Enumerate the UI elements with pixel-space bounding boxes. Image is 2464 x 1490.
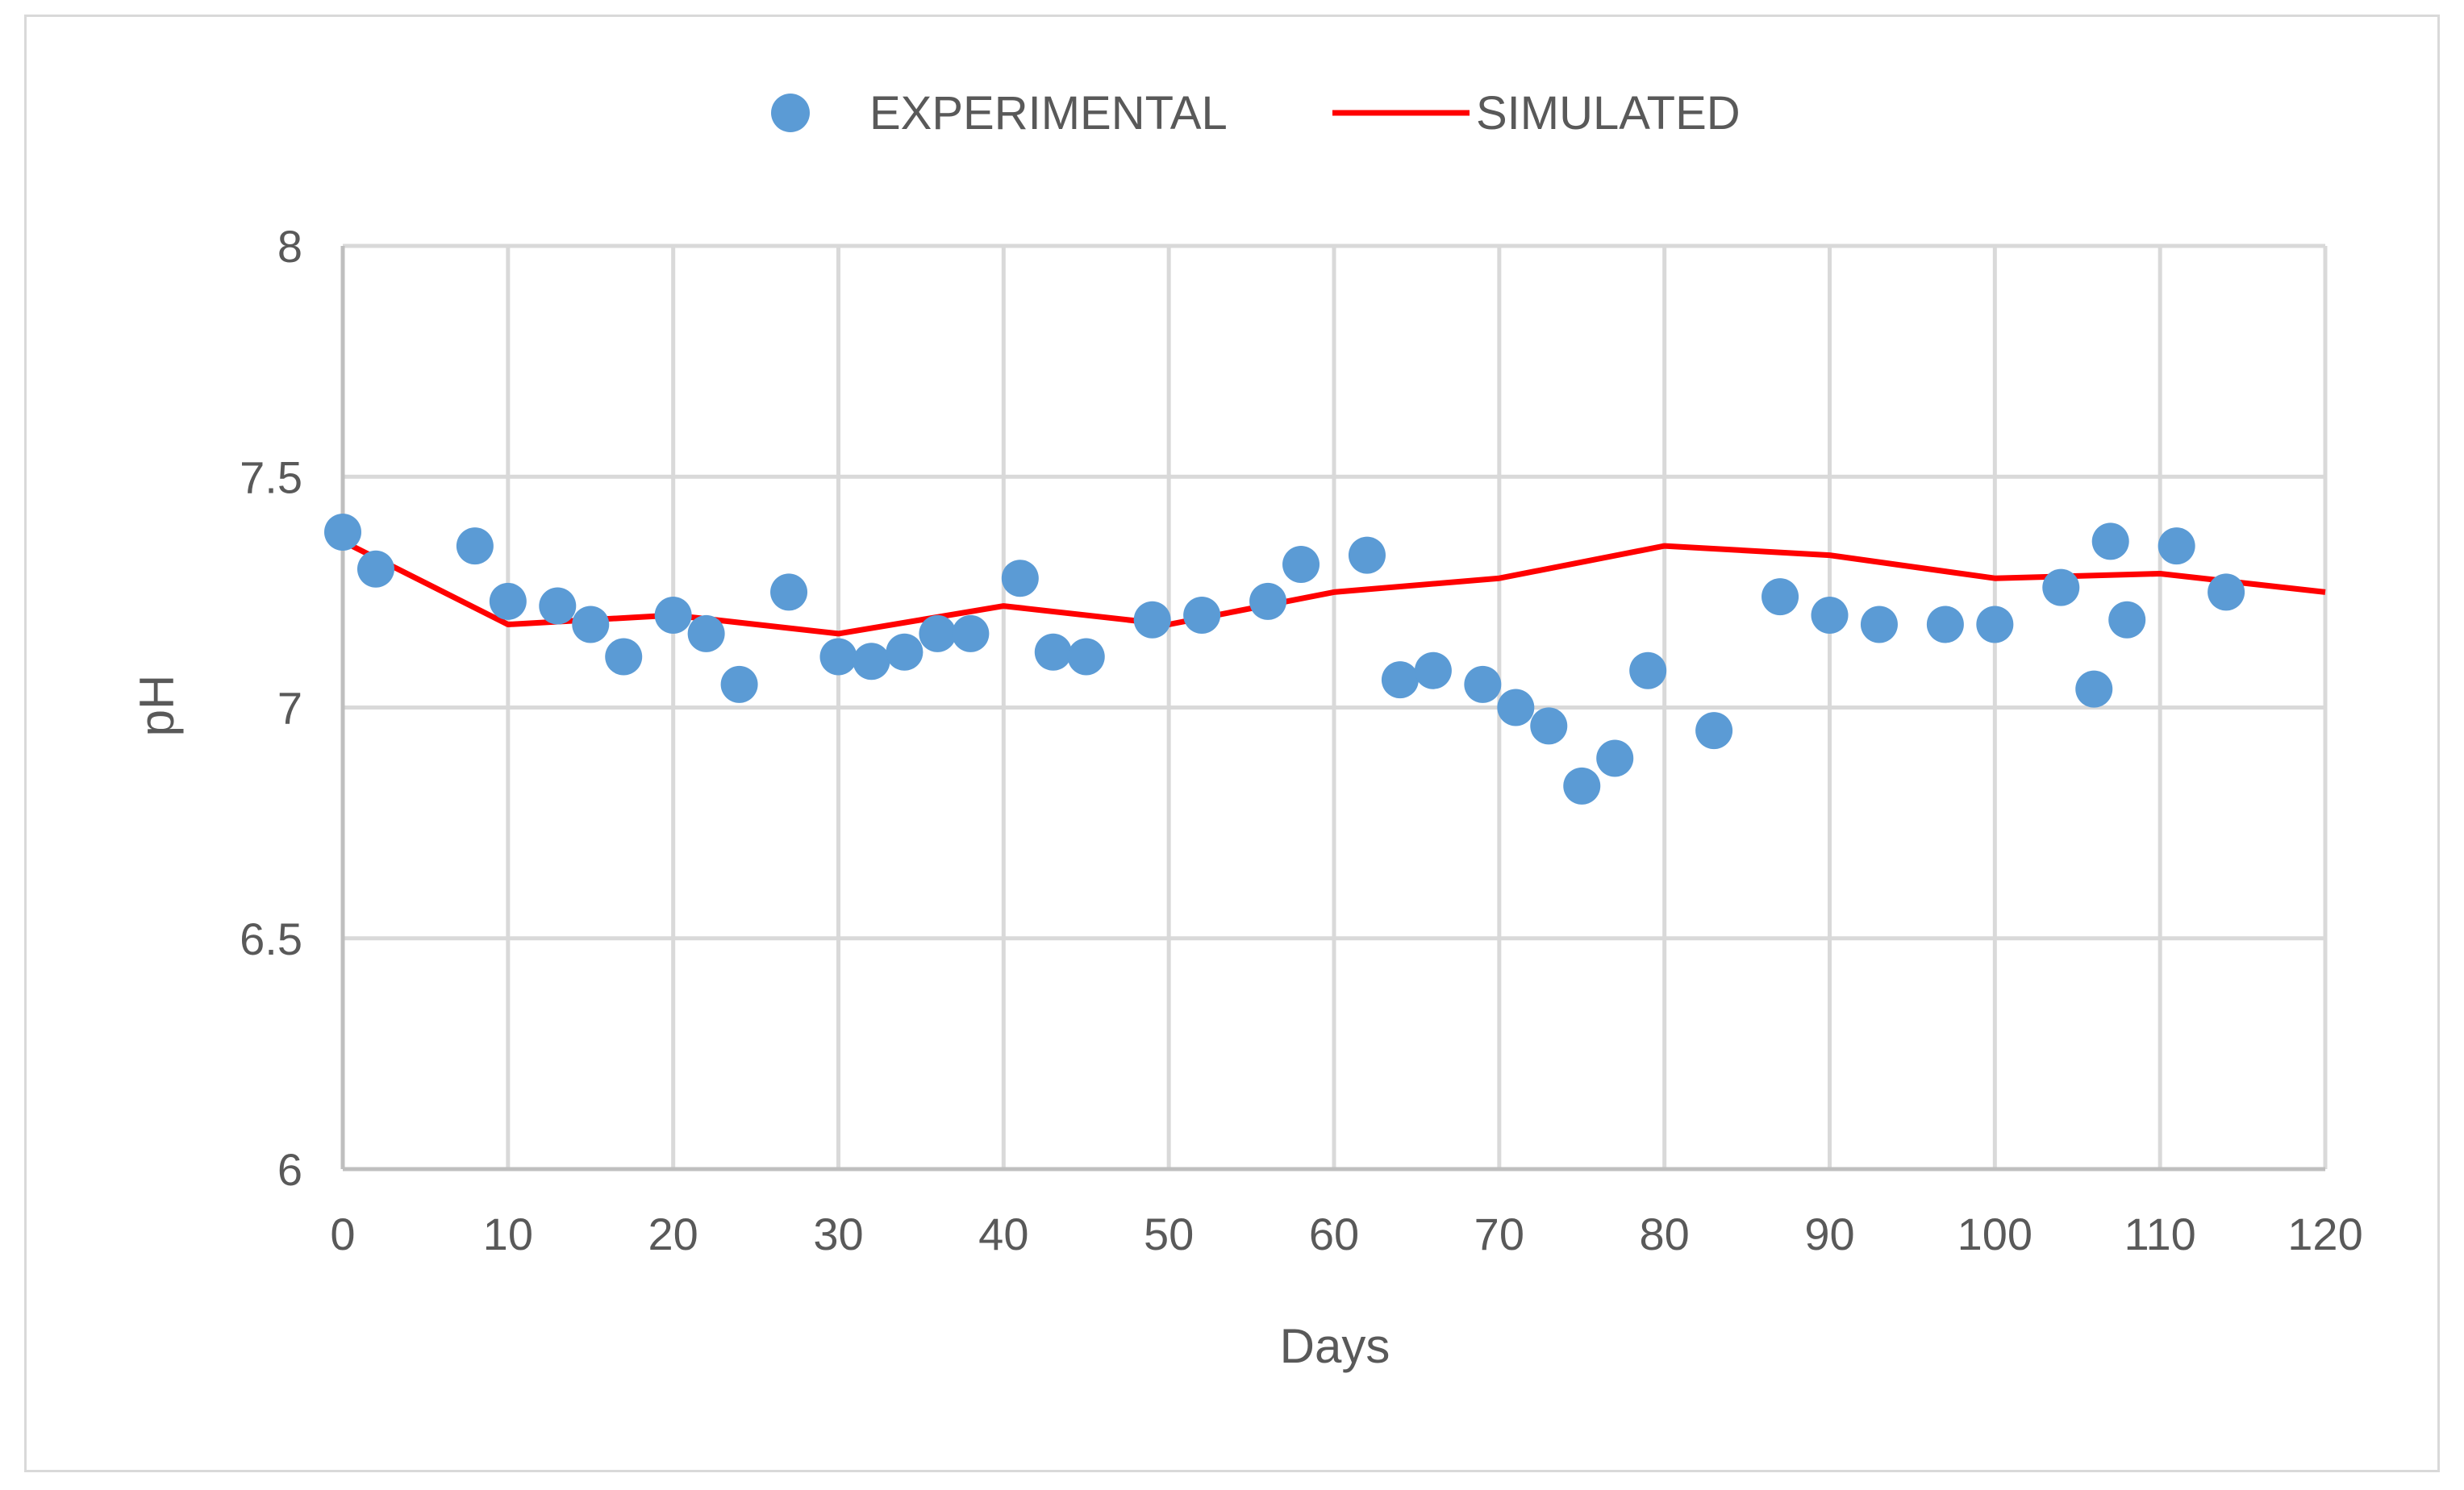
experimental-point — [2208, 573, 2245, 611]
y-tick-label: 6.5 — [240, 914, 302, 964]
x-tick-label: 40 — [978, 1209, 1028, 1259]
experimental-point — [886, 633, 923, 671]
experimental-point — [572, 606, 610, 643]
experimental-point — [2091, 522, 2129, 560]
experimental-point — [720, 665, 758, 703]
experimental-point — [819, 638, 857, 676]
experimental-point — [952, 614, 990, 652]
experimental-point — [1249, 582, 1287, 620]
experimental-point — [1695, 712, 1733, 750]
experimental-point — [539, 587, 577, 625]
experimental-point — [1976, 606, 2014, 643]
experimental-point — [687, 614, 725, 652]
experimental-point — [1530, 707, 1568, 745]
y-axis-title: pH — [130, 675, 184, 737]
experimental-point — [456, 527, 494, 565]
chart-frame — [24, 15, 2440, 1472]
experimental-point — [356, 550, 394, 588]
experimental-point — [1596, 739, 1634, 777]
tick-labels: 0 10 20 30 40 50 60 70 80 90 100 110 120 6 6.5 7 7.5 8 — [240, 221, 2363, 1259]
x-axis-title: Days — [1280, 1319, 1390, 1373]
x-tick-label: 30 — [813, 1209, 863, 1259]
experimental-point — [1464, 665, 1502, 703]
experimental-point — [1034, 633, 1072, 671]
gridlines — [343, 243, 2328, 1169]
x-tick-label: 10 — [483, 1209, 533, 1259]
experimental-point — [2075, 670, 2113, 708]
experimental-point — [853, 643, 890, 680]
x-tick-label: 50 — [1144, 1209, 1194, 1259]
legend: EXPERIMENTAL SIMULATED — [771, 87, 1741, 139]
x-tick-label: 80 — [1640, 1209, 1690, 1259]
experimental-point — [1001, 560, 1039, 597]
x-tick-label: 120 — [2287, 1209, 2362, 1259]
experimental-point — [654, 597, 692, 634]
experimental-point — [919, 614, 957, 652]
experimental-point — [1860, 606, 1898, 643]
experimental-point — [605, 638, 643, 676]
experimental-series — [324, 513, 2245, 805]
experimental-point — [1563, 767, 1601, 805]
x-tick-label: 20 — [648, 1209, 698, 1259]
legend-experimental-marker — [771, 94, 810, 132]
experimental-point — [1497, 689, 1535, 726]
legend-simulated-label: SIMULATED — [1476, 87, 1741, 139]
experimental-point — [2108, 601, 2146, 639]
x-tick-label: 0 — [330, 1209, 355, 1259]
axes — [340, 246, 2325, 1172]
experimental-point — [2158, 527, 2195, 565]
experimental-point — [1414, 651, 1452, 689]
experimental-point — [489, 582, 527, 620]
experimental-point — [1811, 597, 1849, 634]
experimental-point — [1629, 651, 1667, 689]
experimental-point — [1926, 606, 1964, 643]
y-tick-label: 8 — [277, 221, 302, 272]
experimental-point — [1183, 597, 1221, 634]
x-tick-label: 60 — [1309, 1209, 1359, 1259]
y-tick-label: 6 — [277, 1144, 302, 1195]
experimental-point — [1282, 546, 1320, 584]
x-tick-label: 70 — [1474, 1209, 1524, 1259]
experimental-point — [1381, 661, 1419, 699]
x-tick-label: 90 — [1804, 1209, 1854, 1259]
experimental-point — [1133, 601, 1171, 639]
legend-experimental-label: EXPERIMENTAL — [869, 87, 1228, 139]
y-tick-label: 7 — [277, 683, 302, 734]
experimental-point — [324, 513, 361, 551]
experimental-point — [1348, 536, 1386, 574]
experimental-point — [770, 573, 808, 611]
x-tick-label: 110 — [2124, 1209, 2196, 1259]
experimental-point — [1067, 638, 1105, 676]
experimental-point — [1761, 578, 1799, 616]
x-tick-label: 100 — [1957, 1209, 2032, 1259]
y-tick-label: 7.5 — [240, 452, 302, 502]
experimental-point — [2042, 568, 2080, 606]
